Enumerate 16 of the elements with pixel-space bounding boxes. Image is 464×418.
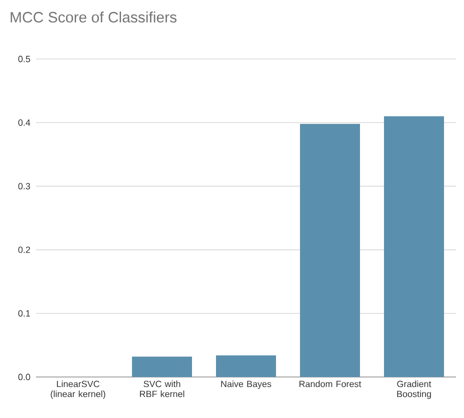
y-tick-label: 0.1 — [18, 310, 30, 317]
x-tick-label: SVC with RBF kernel — [140, 380, 184, 398]
y-tick-label: 0.3 — [18, 183, 30, 190]
chart-title: MCC Score of Classifiers — [10, 12, 176, 23]
bar — [300, 124, 360, 377]
y-tick-label: 0.5 — [18, 56, 30, 62]
y-tick-label: 0.0 — [18, 374, 30, 380]
x-tick-label: LinearSVC (linear kernel) — [50, 380, 106, 399]
x-tick-label: Gradient Boosting — [397, 380, 432, 399]
y-tick-label: 0.4 — [18, 119, 30, 126]
bar — [132, 356, 192, 377]
bar — [384, 116, 444, 377]
y-tick-label: 0.2 — [18, 246, 30, 253]
x-tick-label: Random Forest — [299, 380, 362, 388]
bar — [216, 355, 276, 377]
x-tick-label: Naive Bayes — [221, 380, 272, 389]
